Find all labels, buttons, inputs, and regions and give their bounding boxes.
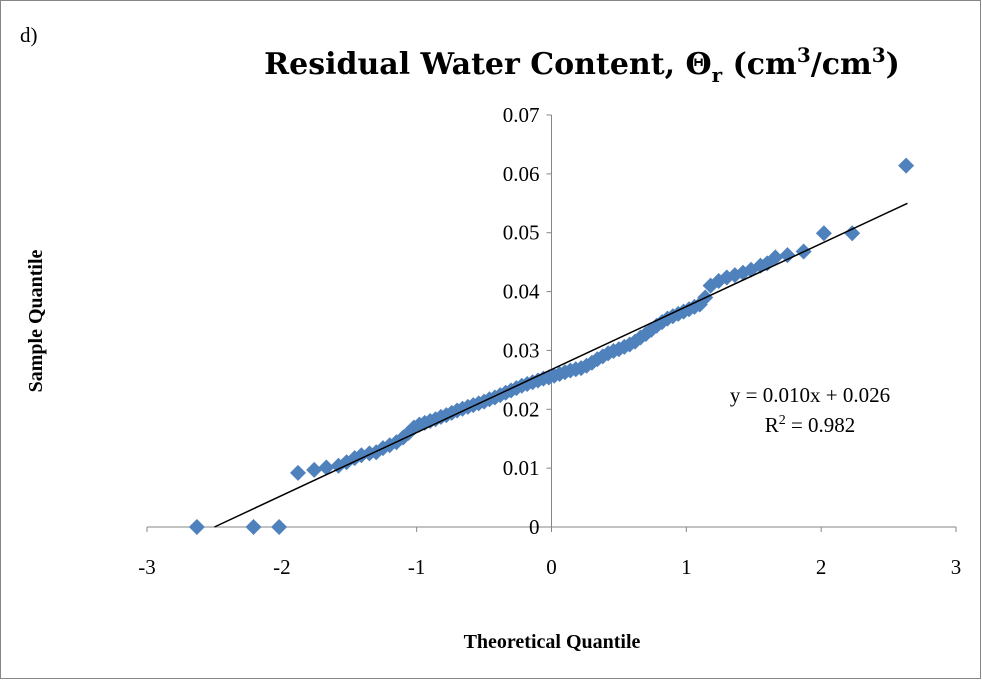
y-tick-label: 0.05 <box>503 221 540 245</box>
x-tick-label: 3 <box>951 555 962 579</box>
x-tick-label: 0 <box>546 555 557 579</box>
r-squared: R2 = 0.982 <box>765 413 856 437</box>
x-tick-label: 2 <box>816 555 827 579</box>
title-part: /cm <box>811 47 872 82</box>
data-point <box>290 464 307 481</box>
data-point <box>271 519 288 535</box>
data-point <box>898 157 915 174</box>
data-point <box>188 519 205 535</box>
data-point <box>245 519 262 535</box>
title-part: Residual Water Content, <box>264 47 685 82</box>
title-part: (cm <box>722 47 797 82</box>
title-part: 3 <box>797 43 811 67</box>
data-point <box>844 225 861 242</box>
data-point <box>767 249 784 266</box>
r-squared-part: = 0.982 <box>786 413 856 437</box>
y-tick-label: 0.02 <box>503 397 540 421</box>
equation: y = 0.010x + 0.026 <box>730 383 890 407</box>
x-tick-label: 1 <box>681 555 692 579</box>
data-point <box>815 225 832 242</box>
x-axis-title: Theoretical Quantile <box>464 631 641 653</box>
data-point <box>306 461 323 478</box>
y-tick-label: 0.01 <box>503 456 540 480</box>
y-tick-label: 0.03 <box>503 338 540 362</box>
chart-title: Residual Water Content, Θr (cm3/cm3) <box>264 43 900 87</box>
y-tick-label: 0.07 <box>503 103 540 127</box>
r-squared-part: 2 <box>779 413 786 428</box>
y-tick-label: 0.04 <box>503 280 540 304</box>
title-part: 3 <box>872 43 886 67</box>
y-tick-label: 0 <box>529 515 540 539</box>
data-point <box>779 247 796 264</box>
y-axis-title: Sample Quantile <box>25 249 47 392</box>
r-squared-part: R <box>765 413 779 437</box>
y-tick-label: 0.06 <box>503 162 540 186</box>
trendline <box>214 202 908 528</box>
title-part: Θ <box>685 47 711 82</box>
title-part: r <box>712 63 723 87</box>
title-part: ) <box>886 47 900 82</box>
data-point <box>318 459 335 476</box>
x-tick-label: -3 <box>138 555 156 579</box>
x-tick-label: -1 <box>408 555 426 579</box>
panel-label: d) <box>20 23 38 47</box>
x-tick-label: -2 <box>273 555 291 579</box>
